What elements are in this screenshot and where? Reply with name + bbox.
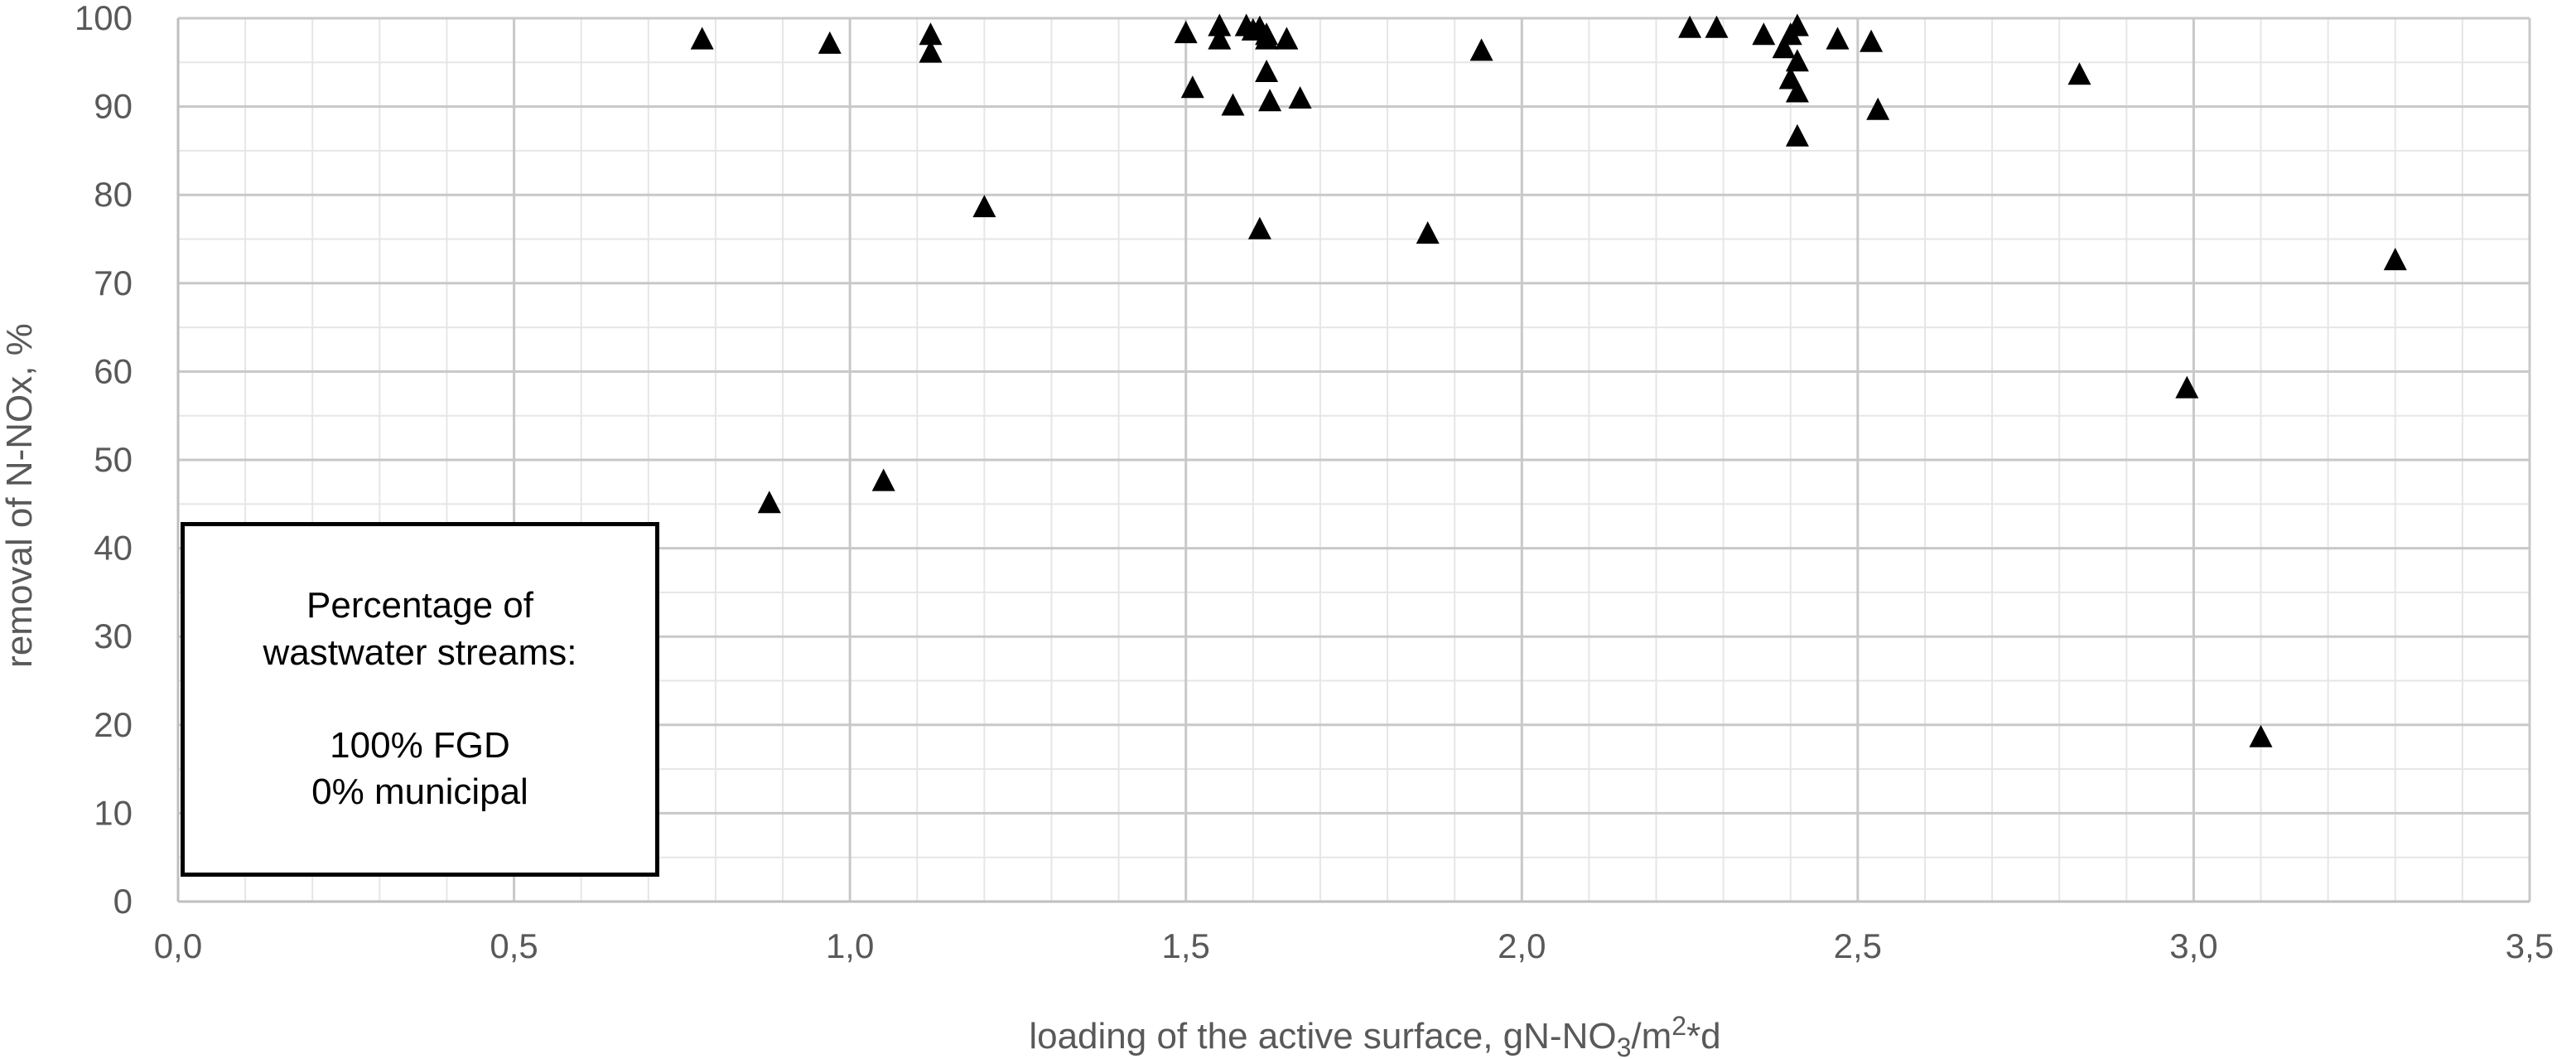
data-point <box>1180 75 1204 99</box>
x-tick-labels: 0,0 0,5 1,0 1,5 2,0 2,5 3,0 3,5 <box>154 926 2554 965</box>
x-tick-label: 3,0 <box>2169 926 2217 965</box>
data-point <box>1221 93 1245 116</box>
data-point <box>1258 89 1282 112</box>
data-point <box>757 491 781 514</box>
x-axis-title-superscript: 2 <box>1672 1011 1686 1041</box>
data-point <box>1785 13 1809 36</box>
data-point <box>1678 15 1702 38</box>
data-point <box>1785 80 1809 103</box>
legend-line-2: wastwater streams: <box>263 631 577 673</box>
x-tick-label: 2,5 <box>1834 926 1882 965</box>
data-point <box>1866 97 1890 120</box>
data-point <box>1785 123 1809 147</box>
y-tick-label: 100 <box>75 0 133 37</box>
data-point <box>1208 13 1232 36</box>
x-axis-title-suffix: *d <box>1686 1016 1721 1057</box>
data-point <box>871 468 895 491</box>
data-point <box>1826 27 1850 50</box>
data-point <box>690 27 714 50</box>
x-tick-label: 3,5 <box>2506 926 2554 965</box>
data-point <box>1860 29 1884 52</box>
y-tick-label: 50 <box>94 440 133 479</box>
data-point <box>919 40 943 63</box>
legend-line-4: 0% municipal <box>311 771 528 813</box>
x-axis-title: loading of the active surface, gN-NO3/m2… <box>1029 1011 1720 1059</box>
data-point <box>2249 724 2273 747</box>
y-tick-label: 40 <box>94 529 133 568</box>
y-tick-labels: 0 10 20 30 40 50 60 70 80 90 100 <box>75 0 133 921</box>
y-tick-label: 10 <box>94 793 133 832</box>
data-point <box>1416 221 1440 244</box>
data-point <box>818 31 842 54</box>
y-tick-label: 70 <box>94 264 133 302</box>
data-point <box>1247 216 1271 239</box>
x-axis-title-prefix: loading of the active surface, gN-NO <box>1029 1016 1616 1057</box>
y-tick-label: 80 <box>94 175 133 214</box>
legend-box: Percentage of wastwater streams: 100% FG… <box>181 522 659 877</box>
data-point <box>1469 38 1493 61</box>
data-point <box>1288 86 1312 109</box>
data-point <box>1705 15 1729 38</box>
legend-line-3: 100% FGD <box>330 725 510 766</box>
data-point <box>919 22 943 46</box>
y-tick-label: 20 <box>94 705 133 744</box>
y-tick-label: 30 <box>94 617 133 655</box>
x-tick-label: 1,0 <box>826 926 874 965</box>
data-point <box>1208 27 1232 50</box>
x-tick-label: 0,5 <box>490 926 538 965</box>
data-point <box>1772 36 1796 59</box>
y-tick-label: 0 <box>113 882 133 921</box>
data-point <box>1174 21 1198 44</box>
data-point <box>1255 60 1279 82</box>
data-point <box>972 195 996 218</box>
data-point <box>2383 248 2407 271</box>
data-point <box>1785 49 1809 72</box>
legend-line-1: Percentage of <box>306 585 533 626</box>
y-tick-label: 90 <box>94 87 133 126</box>
x-axis-title-subscript: 3 <box>1617 1032 1632 1059</box>
y-tick-label: 60 <box>94 351 133 390</box>
data-point <box>2175 375 2199 399</box>
x-tick-label: 2,0 <box>1498 926 1546 965</box>
data-point <box>1255 27 1279 50</box>
data-point <box>2067 62 2091 85</box>
x-tick-label: 0,0 <box>154 926 202 965</box>
y-axis-title: removal of N-NOx, % <box>0 323 40 668</box>
x-axis-title-mid: /m <box>1631 1016 1672 1057</box>
x-tick-label: 1,5 <box>1162 926 1210 965</box>
axes <box>176 18 2530 903</box>
data-points <box>690 13 2407 747</box>
data-point <box>1752 22 1776 46</box>
data-point <box>1275 27 1299 50</box>
